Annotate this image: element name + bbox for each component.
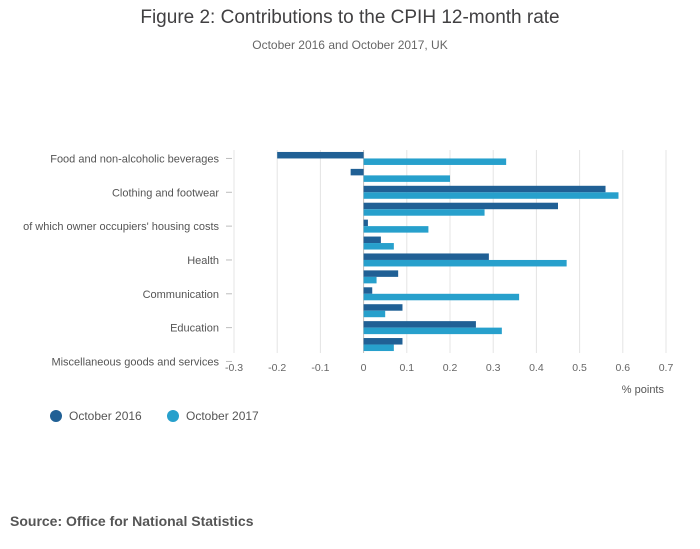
bar-october-2016 [350, 168, 364, 176]
x-tick-label: 0.4 [529, 362, 544, 374]
legend-label: October 2017 [186, 409, 259, 423]
bar-october-2016 [277, 151, 364, 159]
bar-october-2017 [363, 310, 386, 318]
x-tick-label: 0.1 [399, 362, 414, 374]
category-label: Miscellaneous goods and services [51, 356, 219, 368]
x-tick-label: 0.3 [486, 362, 501, 374]
bar-october-2016 [363, 321, 476, 328]
category-label: of which owner occupiers' housing costs [23, 221, 219, 233]
bar-october-2017 [363, 158, 507, 165]
chart-subtitle: October 2016 and October 2017, UK [252, 38, 448, 52]
bar-october-2016 [363, 253, 489, 260]
legend-marker [167, 410, 179, 422]
chart-title: Figure 2: Contributions to the CPIH 12-m… [140, 7, 560, 28]
bar-october-2017 [363, 327, 502, 335]
x-tick-label: -0.3 [225, 362, 243, 374]
bar-october-2016 [363, 270, 399, 277]
x-tick-label: 0.7 [659, 362, 674, 374]
bar-october-2017 [363, 192, 619, 199]
bar-october-2016 [363, 287, 373, 294]
category-label: Health [187, 255, 219, 267]
legend-marker [50, 410, 62, 422]
bar-october-2017 [363, 293, 520, 301]
bar-october-2016 [363, 219, 368, 227]
x-tick-label: 0.5 [572, 362, 587, 374]
bar-october-2017 [363, 259, 567, 267]
bar-october-2016 [363, 304, 403, 311]
bar-october-2017 [363, 226, 429, 233]
legend-label: October 2016 [69, 409, 142, 423]
bar-october-2017 [363, 209, 485, 216]
bar-october-2017 [363, 243, 394, 250]
bar-october-2017 [363, 175, 450, 182]
x-tick-label: -0.2 [268, 362, 286, 374]
bar-october-2017 [363, 344, 394, 352]
x-tick-label: 0 [361, 362, 367, 374]
x-axis-label: % points [622, 384, 665, 396]
category-label: Communication [143, 289, 219, 301]
bar-october-2016 [363, 236, 381, 244]
bar-october-2016 [363, 338, 403, 345]
category-label: Education [170, 323, 219, 335]
bar-october-2016 [363, 185, 606, 193]
bar-october-2016 [363, 202, 558, 210]
x-tick-label: 0.2 [443, 362, 458, 374]
bar-october-2017 [363, 276, 377, 284]
x-tick-label: 0.6 [615, 362, 630, 374]
x-tick-label: -0.1 [311, 362, 329, 374]
category-label: Clothing and footwear [112, 187, 219, 199]
category-label: Food and non-alcoholic beverages [50, 153, 219, 165]
source-note: Source: Office for National Statistics [10, 513, 254, 529]
